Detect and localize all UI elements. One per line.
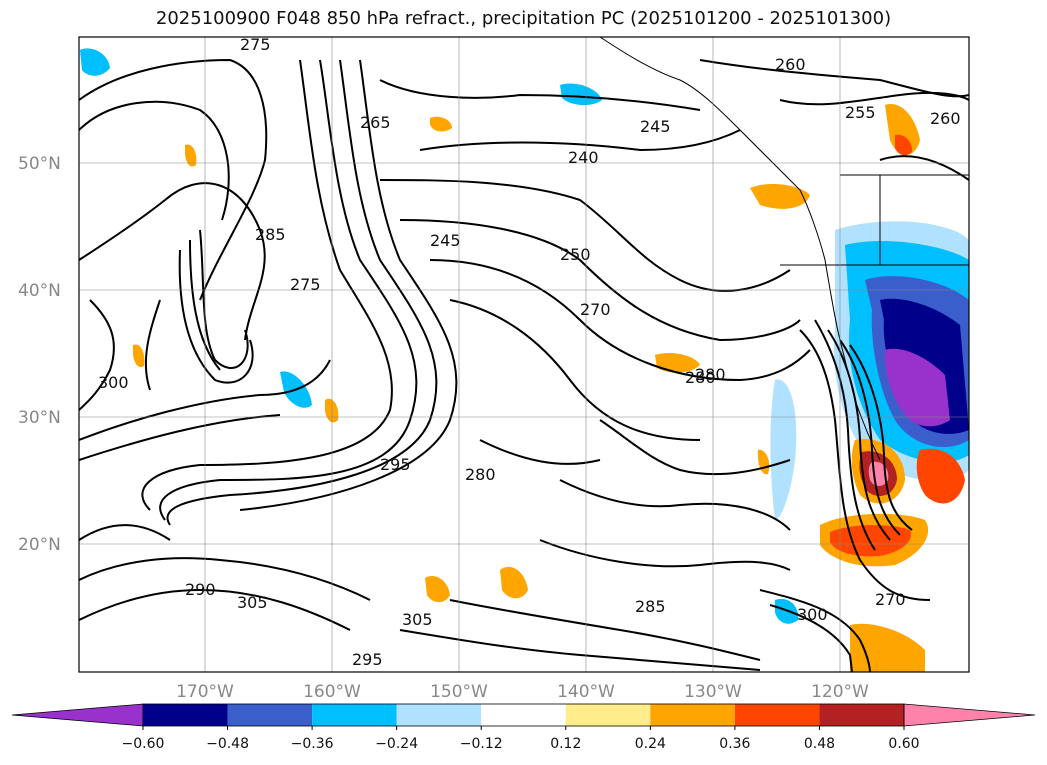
contour-label: 280 [695, 365, 726, 384]
contour-label: 270 [580, 300, 611, 319]
lat-label-20n: 20°N [18, 535, 61, 555]
contour-labels: 275 265 260 255 250 245 240 285 280 270 … [98, 35, 961, 669]
precip-pos-nw [750, 184, 810, 209]
colorbar: −0.60 −0.48 −0.36 −0.24 −0.12 0.12 0.24 0.36 0.4… [11, 703, 1036, 752]
colorbar-extend-high [903, 703, 1036, 727]
colorbar-frame [142, 703, 905, 727]
map-title: 2025100900 F048 850 hPa refract., precip… [155, 8, 892, 29]
colorbar-segment [734, 704, 820, 726]
lon-label-130w: 130°W [684, 682, 742, 702]
contour-label: 290 [185, 580, 216, 599]
colorbar-tick-label: −0.48 [206, 736, 249, 752]
precip-pos-small6 [185, 144, 197, 167]
precip-pos-small5 [430, 116, 452, 132]
contour-label: 265 [360, 113, 391, 132]
colorbar-segment [143, 704, 228, 726]
colorbar-tick-label: 0.60 [888, 736, 919, 752]
colorbar-tick-label: 0.36 [719, 736, 750, 752]
colorbar-segment [481, 704, 566, 726]
contour-label: 255 [845, 103, 876, 122]
colorbar-tick-label: −0.24 [375, 736, 418, 752]
contour-label: 295 [352, 650, 383, 669]
refractivity-contours [79, 58, 969, 672]
contour-label: 260 [930, 109, 961, 128]
contour-label: 275 [240, 35, 271, 54]
precip-neg-small4 [560, 83, 602, 106]
colorbar-tick-label: −0.36 [291, 736, 334, 752]
colorbar-tick-label: −0.60 [122, 736, 165, 752]
colorbar-segment [227, 704, 313, 726]
colorbar-tick-label: 0.12 [550, 736, 581, 752]
longitude-labels: 170°W 160°W 150°W 140°W 130°W 120°W [176, 682, 869, 702]
latitude-labels: 50°N 40°N 30°N 20°N [18, 154, 61, 555]
precip-pos-nw2 [885, 104, 920, 155]
precip-pos-small4 [325, 398, 339, 423]
lon-label-150w: 150°W [430, 682, 488, 702]
colorbar-segment [312, 704, 397, 726]
contour-label: 280 [685, 368, 716, 387]
precip-neg-purple [884, 348, 950, 427]
map-frame [78, 36, 970, 673]
contour-label: 305 [402, 610, 433, 629]
colorbar-segment [565, 704, 651, 726]
precip-pos-small3 [655, 353, 700, 373]
contour-label: 305 [237, 593, 268, 612]
contour-label: 300 [797, 605, 828, 624]
lat-label-50n: 50°N [18, 154, 61, 174]
precip-neg-small3 [770, 379, 797, 520]
contour-label: 250 [560, 245, 591, 264]
colorbar-tick-label: 0.24 [635, 736, 666, 752]
lat-label-30n: 30°N [18, 408, 61, 428]
coastlines [599, 37, 969, 461]
contour-label: 260 [775, 55, 806, 74]
map-panel: 275 265 260 255 250 245 240 285 280 270 … [79, 35, 969, 672]
colorbar-extend-low [11, 703, 144, 727]
contour-label: 280 [465, 465, 496, 484]
precip-pos-small1 [500, 566, 528, 599]
precip-pos-small2 [425, 575, 450, 603]
colorbar-tick-label: 0.48 [804, 736, 835, 752]
colorbar-segment [396, 704, 482, 726]
contour-label: 275 [290, 275, 321, 294]
graticule [79, 37, 969, 672]
lat-label-40n: 40°N [18, 281, 61, 301]
contour-label: 285 [635, 597, 666, 616]
lon-label-170w: 170°W [176, 682, 234, 702]
lon-label-160w: 160°W [303, 682, 361, 702]
colorbar-tick-label: −0.12 [460, 736, 503, 752]
colorbar-segment [819, 704, 904, 726]
precip-pos-blob3 [916, 448, 965, 504]
contour-label: 270 [875, 590, 906, 609]
precip-pos-small7 [133, 344, 145, 368]
precip-pos-nw2-red [895, 134, 913, 156]
contour-label: 245 [640, 117, 671, 136]
contour-label: 245 [430, 231, 461, 250]
contour-label: 240 [568, 148, 599, 167]
contour-label: 295 [380, 455, 411, 474]
lon-label-140w: 140°W [557, 682, 615, 702]
lon-label-120w: 120°W [811, 682, 869, 702]
precip-neg-small1 [80, 48, 110, 76]
contour-label: 300 [98, 373, 129, 392]
contour-label: 285 [255, 225, 286, 244]
colorbar-segment [650, 704, 735, 726]
